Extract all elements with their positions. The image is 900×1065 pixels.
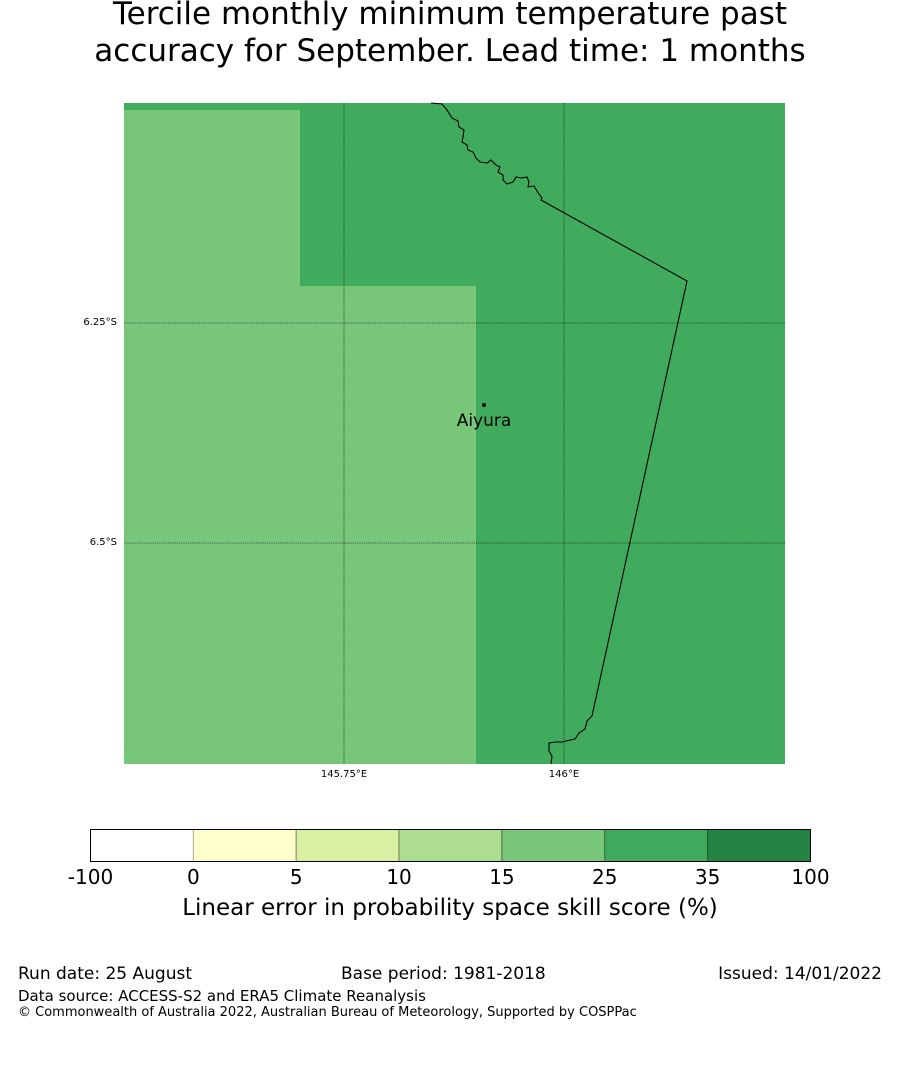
colorbar-cell bbox=[604, 829, 709, 862]
map-title-line-1: Tercile monthly minimum temperature past bbox=[112, 0, 788, 32]
aiyura-label: Aiyura bbox=[456, 411, 512, 431]
colorbar-tick-label: 5 bbox=[289, 865, 303, 889]
lon-tick-label: 145.75°E bbox=[320, 769, 368, 780]
province-boundary-line bbox=[430, 102, 688, 765]
colorbar-cell bbox=[707, 829, 812, 862]
map-region-score-15-25 bbox=[124, 110, 476, 764]
issued-date: Issued: 14/01/2022 bbox=[718, 964, 882, 984]
map-title: Tercile monthly minimum temperature past… bbox=[0, 0, 900, 70]
colorbar-tick-label: 35 bbox=[694, 865, 721, 889]
colorbar-cell bbox=[295, 829, 400, 862]
lon-tick-label: 146°E bbox=[548, 769, 580, 780]
colorbar-tick-label: 0 bbox=[186, 865, 200, 889]
colorbar bbox=[90, 829, 812, 862]
lat-tick-label: 6.25°S bbox=[83, 317, 117, 328]
colorbar-tick-label: 25 bbox=[592, 865, 618, 889]
aiyura-marker bbox=[482, 403, 486, 407]
colorbar-tick-label: 15 bbox=[489, 865, 515, 889]
colorbar-tick-label: 100 bbox=[791, 865, 830, 889]
colorbar-tick-label: 10 bbox=[386, 865, 412, 889]
colorbar-cell bbox=[192, 829, 297, 862]
colorbar-title: Linear error in probability space skill … bbox=[182, 895, 718, 921]
skill-score-map bbox=[124, 102, 785, 765]
lat-tick-label: 6.5°S bbox=[89, 537, 117, 548]
data-source: Data source: ACCESS-S2 and ERA5 Climate … bbox=[18, 987, 426, 1005]
run-date: Run date: 25 August bbox=[18, 964, 192, 984]
copyright: © Commonwealth of Australia 2022, Austra… bbox=[18, 1005, 637, 1020]
colorbar-tick-label: -100 bbox=[67, 865, 114, 889]
base-period: Base period: 1981-2018 bbox=[341, 964, 546, 984]
colorbar-cell bbox=[501, 829, 606, 862]
map-title-line-2: accuracy for September. Lead time: 1 mon… bbox=[94, 33, 806, 69]
colorbar-cell bbox=[398, 829, 503, 862]
colorbar-cell bbox=[90, 829, 194, 862]
